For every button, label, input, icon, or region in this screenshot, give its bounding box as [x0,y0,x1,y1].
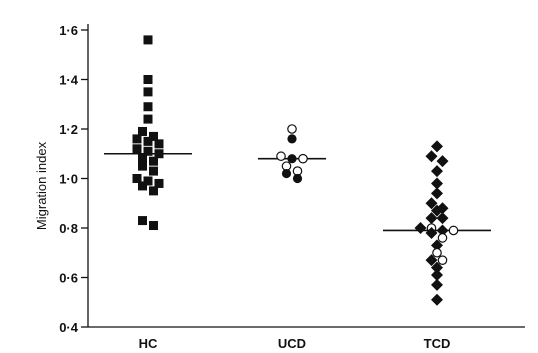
x-category-label: TCD [424,336,451,351]
y-tick-label: 1·4 [59,73,79,88]
y-tick-label: 1·2 [59,122,78,137]
data-point-diamond [431,187,443,200]
data-point-square [138,126,147,136]
x-category-label: HC [139,336,158,351]
data-point-diamond [431,293,443,306]
data-point-square [138,216,147,226]
data-point-square [143,35,153,45]
data-point-filled-circle [287,154,297,164]
y-axis-title: Migration index [34,141,49,230]
data-point-open-circle [448,225,459,236]
data-point-filled-circle [292,173,303,184]
data-point-open-circle [287,124,297,134]
data-point-square [149,186,158,196]
data-point-square [132,134,142,144]
data-point-diamond [425,150,438,163]
data-point-square [132,174,142,183]
data-point-diamond [425,226,438,239]
data-point-square [138,161,147,171]
data-point-open-circle [437,255,448,265]
data-point-square [143,75,153,84]
y-ticks: 0·4 0·6 0·8 1·0 1·2 1·4 1·6 [59,23,88,335]
y-tick-label: 0·4 [59,320,79,335]
data-point-diamond [425,254,438,267]
data-point-square [154,149,164,159]
data-point-open-circle [437,233,448,243]
data-point-diamond [431,165,443,178]
x-category-label: UCD [278,336,306,351]
data-point-open-circle [432,247,442,258]
y-tick-label: 1·6 [59,23,78,38]
data-point-diamond [431,140,443,153]
data-point-diamond [431,177,443,190]
data-point-square [149,156,158,166]
data-point-square [143,114,153,124]
data-point-square [149,166,158,176]
data-point-diamond [436,212,449,225]
data-point-diamond [431,204,443,217]
data-point-square [138,181,147,191]
data-point-square [132,144,142,154]
data-point-square [143,146,153,156]
category-labels: HC UCD TCD [139,336,451,351]
data-point-square [154,139,164,149]
data-point-diamond [431,269,443,282]
data-point-diamond [431,239,443,252]
data-point-square [143,136,153,146]
data-point-filled-circle [287,134,297,144]
data-point-diamond [425,212,438,225]
data-point-square [143,87,153,97]
data-point-diamond [425,197,438,210]
y-tick-label: 0·8 [59,221,78,236]
data-point-open-circle [298,153,308,164]
data-point-diamond [431,278,443,291]
data-point-square [143,102,153,112]
data-point-square [149,131,158,141]
data-point-diamond [431,261,443,274]
data-point-diamond [436,155,449,168]
y-tick-label: 1·0 [59,172,78,187]
axes [87,24,525,328]
y-tick-label: 0·6 [59,271,78,286]
data-point-square [154,178,164,188]
data-point-diamond [414,222,427,234]
data-point-filled-circle [281,168,292,179]
data-point-square [149,221,158,231]
data-point-square [143,176,153,186]
data-points [132,35,459,306]
data-point-open-circle [276,151,286,162]
data-point-diamond [436,224,449,237]
data-point-square [138,154,147,164]
